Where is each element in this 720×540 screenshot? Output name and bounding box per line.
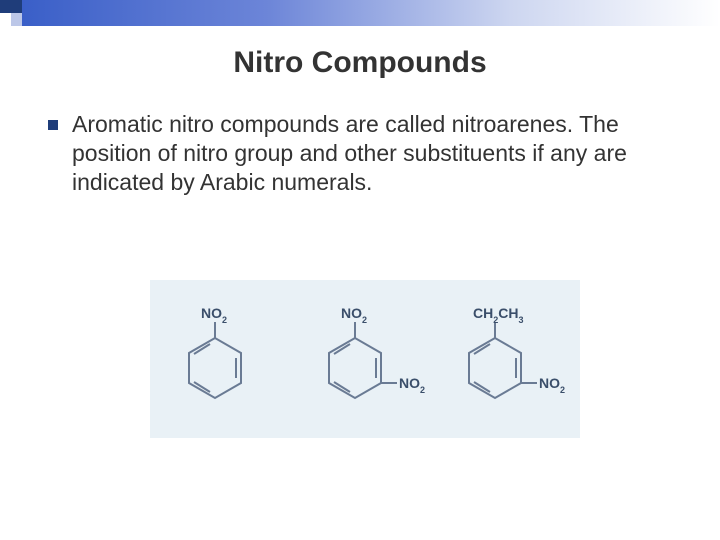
mol3-top-label: CH xyxy=(473,305,493,321)
accent-gradient-bar xyxy=(22,0,720,26)
svg-text:NO2: NO2 xyxy=(539,375,565,395)
mol3-top-label2: CH xyxy=(498,305,518,321)
svg-text:CH2CH3: CH2CH3 xyxy=(473,305,524,325)
molecule-3: CH2CH3 NO2 xyxy=(469,305,565,398)
molecule-2: NO2 NO2 xyxy=(329,305,425,398)
svg-text:NO2: NO2 xyxy=(399,375,425,395)
mol2-top-label: NO xyxy=(341,305,362,321)
accent-small-square xyxy=(11,13,22,26)
slide: Nitro Compounds Aromatic nitro compounds… xyxy=(0,0,720,540)
mol3-right-label: NO xyxy=(539,375,560,391)
mol1-top-sub: 2 xyxy=(222,315,227,325)
mol2-right-label: NO xyxy=(399,375,420,391)
bullet-text: Aromatic nitro compounds are called nitr… xyxy=(72,110,684,196)
mol3-top-sub2: 3 xyxy=(518,315,523,325)
slide-body: Aromatic nitro compounds are called nitr… xyxy=(48,110,684,196)
molecule-1: NO2 xyxy=(189,305,241,398)
slide-top-accent xyxy=(0,0,720,26)
mol1-top-label: NO xyxy=(201,305,222,321)
molecule-svg: NO2 NO2 NO2 xyxy=(150,280,580,438)
bullet-marker-icon xyxy=(48,120,58,130)
molecule-figure: NO2 NO2 NO2 xyxy=(150,280,580,438)
bullet-item: Aromatic nitro compounds are called nitr… xyxy=(48,110,684,196)
slide-title: Nitro Compounds xyxy=(0,46,720,80)
mol3-right-sub: 2 xyxy=(560,385,565,395)
mol2-top-sub: 2 xyxy=(362,315,367,325)
mol2-right-sub: 2 xyxy=(420,385,425,395)
